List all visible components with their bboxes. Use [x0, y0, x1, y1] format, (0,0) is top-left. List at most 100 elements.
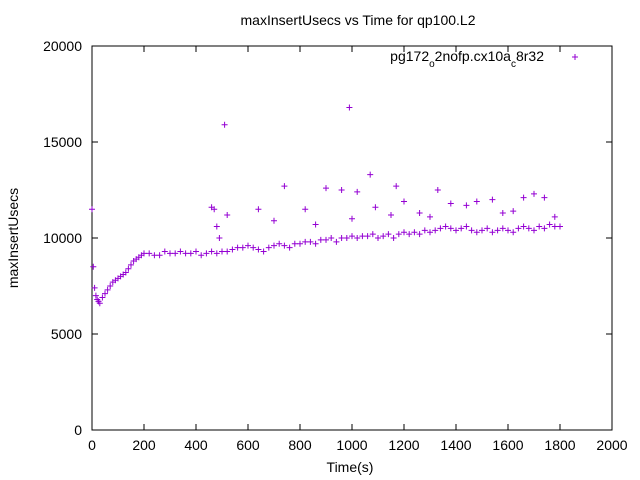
- data-point: [182, 250, 189, 257]
- x-tick-label: 0: [88, 437, 96, 453]
- data-point: [551, 213, 558, 220]
- data-point: [107, 283, 114, 289]
- data-point: [349, 215, 355, 222]
- data-point: [411, 229, 418, 236]
- y-tick-label: 10000: [43, 230, 82, 246]
- data-point: [515, 225, 522, 232]
- data-point: [128, 261, 134, 268]
- data-point: [434, 187, 441, 193]
- data-point: [219, 248, 225, 255]
- data-point: [489, 196, 496, 203]
- data-point: [102, 290, 108, 297]
- data-point: [432, 227, 439, 234]
- data-point: [265, 244, 272, 251]
- data-point: [89, 206, 95, 213]
- data-point: [312, 221, 319, 228]
- data-point: [245, 242, 251, 249]
- data-point: [229, 246, 236, 253]
- data-point: [359, 233, 366, 240]
- data-point: [323, 185, 329, 192]
- data-point: [453, 227, 459, 234]
- data-point: [375, 235, 381, 241]
- data-point: [427, 229, 433, 236]
- data-point: [390, 235, 397, 241]
- data-point: [156, 252, 163, 259]
- data-point: [323, 236, 329, 243]
- data-point: [302, 206, 309, 213]
- data-point: [499, 225, 506, 232]
- data-point: [395, 231, 402, 238]
- data-point: [416, 210, 423, 217]
- data-point: [380, 233, 387, 240]
- y-tick-label: 20000: [43, 38, 82, 54]
- x-axis: 0 200 400 600 800 1000 1200 1400 1600 1800 2000: [88, 46, 628, 453]
- data-point: [146, 250, 153, 257]
- legend: pg172o2nofp.cx10ac8r32: [390, 48, 578, 70]
- data-point: [393, 183, 400, 190]
- data-point: [125, 265, 132, 272]
- chart-title: maxInsertUsecs vs Time for qp100.L2: [241, 12, 476, 28]
- data-point: [541, 225, 548, 232]
- data-point: [343, 235, 350, 241]
- data-point: [447, 200, 454, 207]
- data-point: [297, 240, 303, 247]
- data-point: [213, 250, 220, 257]
- data-point: [510, 229, 517, 236]
- data-point: [489, 229, 496, 236]
- data-point: [250, 244, 257, 251]
- data-point: [234, 244, 241, 251]
- data-point: [427, 213, 433, 220]
- data-point: [401, 198, 407, 205]
- data-point: [442, 223, 449, 230]
- data-point: [255, 206, 262, 213]
- data-point: [333, 238, 340, 245]
- data-point: [141, 250, 147, 257]
- data-point: [531, 190, 537, 197]
- data-point: [520, 194, 527, 201]
- data-point: [505, 227, 511, 234]
- data-point: [354, 188, 361, 195]
- data-point: [416, 231, 423, 238]
- legend-marker-icon: [572, 54, 578, 60]
- data-point: [520, 223, 527, 230]
- data-point: [346, 104, 353, 111]
- data-point: [208, 248, 215, 255]
- data-point: [551, 223, 558, 230]
- x-tick-label: 800: [288, 437, 312, 453]
- data-point: [221, 121, 228, 128]
- y-tick-label: 0: [74, 422, 82, 438]
- x-tick-label: 1600: [492, 437, 523, 453]
- data-point: [281, 183, 288, 190]
- data-point: [161, 248, 168, 255]
- data-point: [99, 294, 106, 301]
- data-point: [255, 246, 262, 253]
- data-point: [302, 238, 309, 245]
- data-point: [91, 284, 98, 291]
- x-tick-label: 1200: [388, 437, 419, 453]
- data-point: [385, 231, 392, 238]
- x-tick-label: 1000: [336, 437, 367, 453]
- data-point: [172, 250, 179, 257]
- data-point: [557, 223, 563, 230]
- data-point: [151, 252, 158, 259]
- data-point: [92, 292, 99, 299]
- data-point: [260, 248, 267, 255]
- data-point: [198, 252, 205, 259]
- data-point: [473, 229, 480, 236]
- data-point: [90, 263, 97, 270]
- data-point: [271, 242, 277, 249]
- data-point: [177, 248, 184, 255]
- data-point: [187, 250, 194, 257]
- data-point: [479, 227, 485, 234]
- data-point: [364, 233, 371, 240]
- x-tick-label: 400: [184, 437, 208, 453]
- data-point: [338, 187, 345, 193]
- data-point: [349, 233, 355, 240]
- data-point: [437, 225, 444, 232]
- x-axis-label: Time(s): [327, 459, 374, 475]
- data-point: [224, 211, 231, 218]
- y-axis: 0 5000 10000 15000 20000: [43, 38, 612, 438]
- data-point: [531, 227, 537, 234]
- data-point: [541, 194, 548, 201]
- data-point: [216, 235, 223, 241]
